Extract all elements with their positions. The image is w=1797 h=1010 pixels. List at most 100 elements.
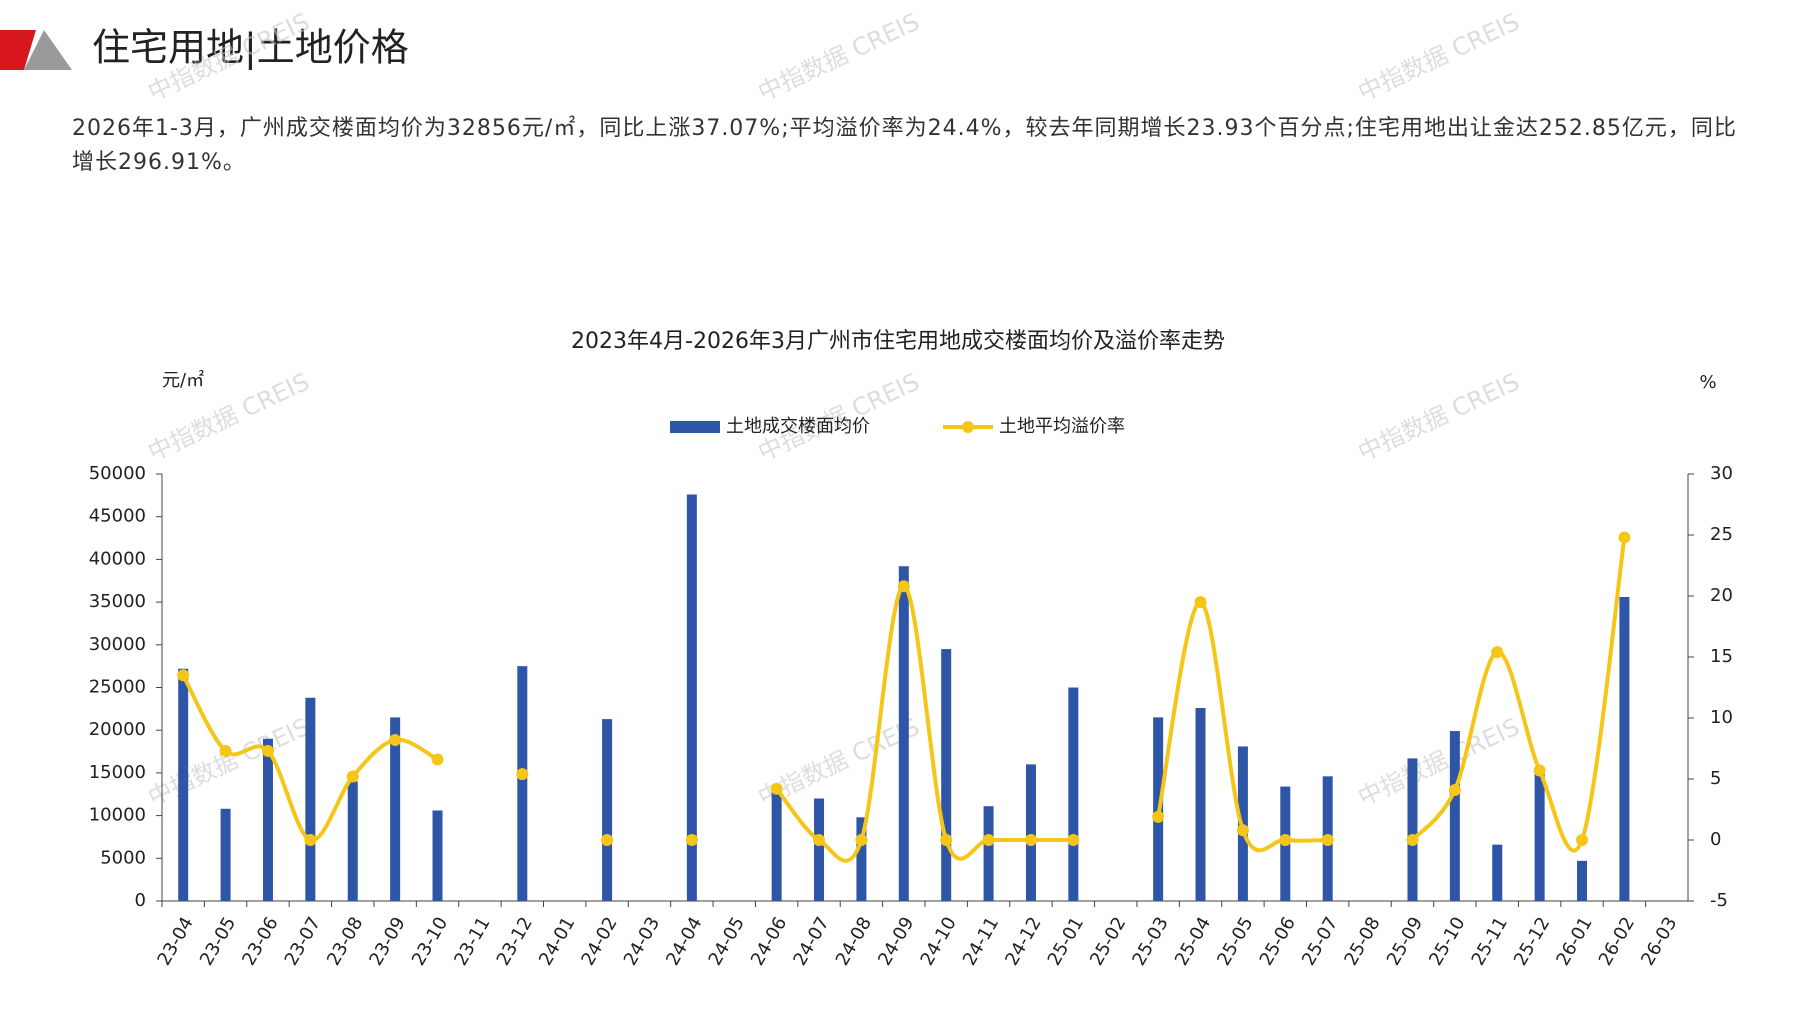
y-tick-label: 35000	[89, 591, 146, 612]
x-tick-label: 23-10	[408, 914, 452, 970]
x-tick-label: 23-08	[323, 914, 367, 970]
x-tick-label: 24-11	[959, 913, 1003, 969]
x-tick-label: 24-03	[620, 914, 664, 970]
line-point	[1067, 834, 1080, 846]
legend-label: 土地平均溢价率	[999, 416, 1125, 437]
x-tick-label: 25-02	[1086, 914, 1130, 970]
y-tick-label: 10000	[89, 805, 146, 826]
watermark: 中指数据 CREIS	[1354, 368, 1524, 467]
line-point	[685, 834, 698, 846]
y2-axis-label: %	[1699, 372, 1716, 393]
legend-swatch	[962, 421, 974, 433]
chart-title: 2023年4月-2026年3月广州市住宅用地成交楼面均价及溢价率走势	[571, 329, 1225, 354]
y2-tick-label: -5	[1710, 890, 1728, 911]
bar	[983, 806, 994, 901]
x-tick-label: 24-05	[705, 914, 749, 970]
y2-tick-label: 15	[1710, 646, 1733, 667]
watermark: 中指数据 CREIS	[1354, 8, 1524, 107]
bar	[262, 738, 273, 901]
y-tick-label: 5000	[100, 847, 146, 868]
page-title: 住宅用地|土地价格	[92, 26, 409, 71]
x-tick-label: 26-03	[1637, 914, 1681, 970]
x-tick-label: 23-04	[154, 914, 198, 970]
x-tick-label: 25-08	[1340, 914, 1384, 970]
x-tick-label: 26-01	[1552, 914, 1596, 970]
legend-label: 土地成交楼面均价	[726, 416, 870, 437]
x-tick-label: 24-10	[917, 914, 961, 970]
line-point	[346, 770, 359, 783]
x-tick-label: 24-04	[662, 914, 706, 970]
x-tick-label: 25-03	[1128, 914, 1172, 970]
y-tick-label: 30000	[89, 634, 146, 655]
bar	[814, 798, 825, 901]
bar	[305, 697, 316, 901]
line-point	[1194, 596, 1207, 609]
bar	[220, 808, 231, 901]
y2-tick-label: 20	[1710, 585, 1733, 606]
line-point	[1152, 810, 1165, 823]
line-point	[516, 768, 529, 781]
line-point	[982, 834, 995, 846]
line-point	[389, 733, 402, 746]
y-tick-label: 45000	[89, 506, 146, 527]
bar	[1577, 860, 1588, 901]
bar	[1025, 764, 1036, 901]
bar	[1492, 844, 1503, 901]
y-tick-label: 0	[135, 890, 146, 911]
bar	[390, 717, 401, 901]
y-axis-label: 元/㎡	[162, 369, 204, 391]
line	[1410, 537, 1627, 853]
y-tick-label: 50000	[89, 463, 146, 484]
legend-swatch	[670, 421, 720, 433]
line-point	[1236, 824, 1249, 837]
watermark: 中指数据 CREIS	[754, 8, 924, 107]
x-tick-label: 25-01	[1044, 914, 1088, 970]
line-point	[219, 744, 232, 757]
x-tick-label: 24-08	[832, 914, 876, 970]
x-tick-label: 24-07	[789, 914, 833, 970]
x-tick-label: 23-09	[365, 914, 409, 970]
x-tick-label: 25-11	[1468, 914, 1512, 970]
y2-tick-label: 5	[1710, 768, 1721, 789]
x-tick-label: 23-07	[281, 914, 325, 970]
bar	[1407, 758, 1418, 901]
x-tick-label: 24-12	[1001, 914, 1045, 970]
line-point	[940, 834, 953, 846]
line-point	[261, 744, 274, 757]
bar	[517, 666, 528, 901]
x-tick-label: 24-09	[874, 914, 918, 970]
bar	[1068, 687, 1079, 901]
y2-tick-label: 30	[1710, 463, 1733, 484]
x-tick-label: 25-09	[1383, 914, 1427, 970]
line-point	[897, 580, 910, 593]
line	[775, 584, 1074, 863]
y-tick-label: 15000	[89, 762, 146, 783]
y2-tick-label: 25	[1710, 524, 1733, 545]
x-tick-label: 23-12	[493, 914, 537, 970]
line-point	[177, 669, 190, 682]
line-point	[304, 834, 317, 846]
x-tick-label: 25-05	[1213, 914, 1257, 970]
x-tick-label: 23-11	[450, 914, 494, 970]
line-point	[431, 753, 444, 766]
line-point	[813, 834, 826, 846]
line-point	[1448, 783, 1461, 796]
x-tick-label: 25-12	[1510, 914, 1554, 970]
line-point	[1321, 834, 1334, 846]
watermark: 中指数据 CREIS	[1354, 713, 1524, 812]
bar	[178, 668, 189, 901]
bar	[602, 719, 613, 901]
bar	[1195, 707, 1206, 901]
line-point	[1576, 834, 1589, 846]
x-tick-label: 23-06	[238, 914, 282, 970]
summary: 2026年1-3月，广州成交楼面均价为32856元/㎡，同比上涨37.07%;平…	[72, 116, 1737, 175]
x-tick-label: 25-07	[1298, 914, 1342, 970]
bar	[898, 566, 909, 901]
y-tick-label: 25000	[89, 677, 146, 698]
line-point	[1024, 834, 1037, 846]
x-tick-label: 26-02	[1595, 914, 1639, 970]
line-point	[601, 834, 614, 846]
y-tick-label: 20000	[89, 719, 146, 740]
